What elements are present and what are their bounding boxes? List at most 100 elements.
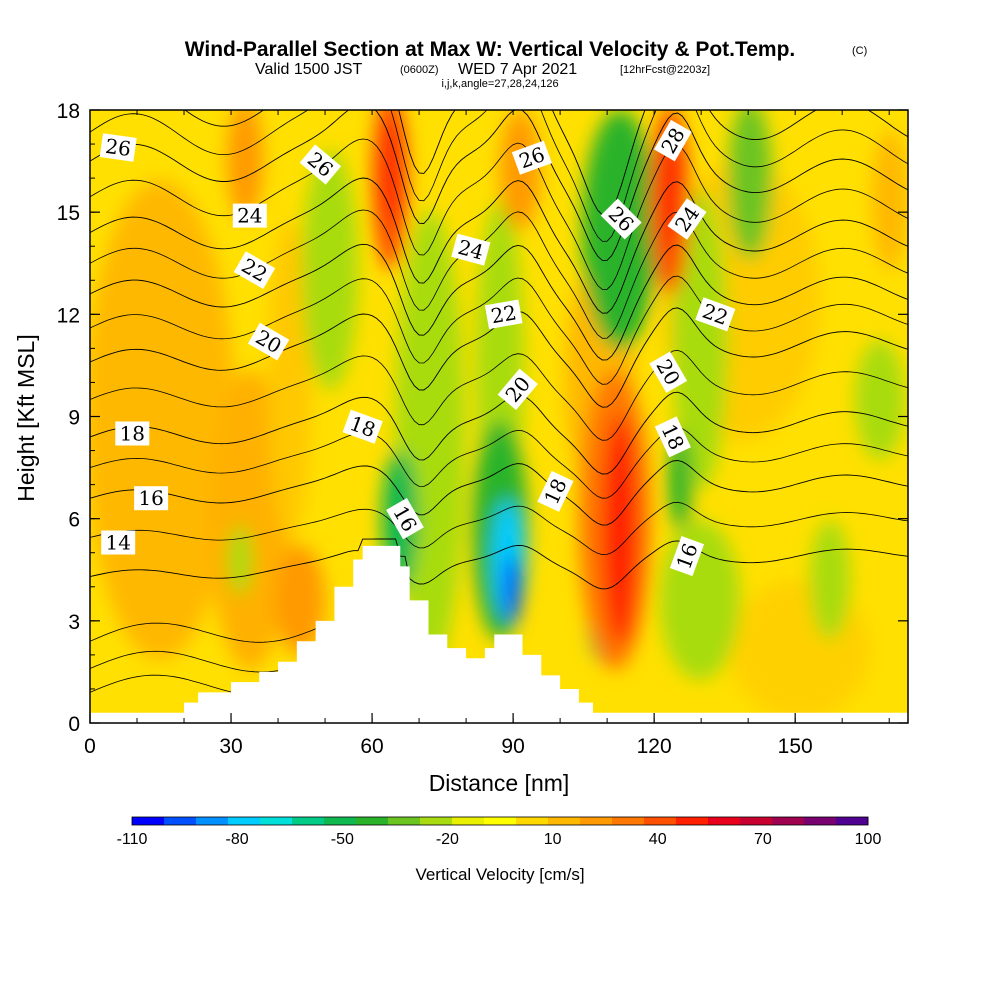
isentrope-line (90, 349, 908, 441)
x-axis-label: Distance [nm] (429, 770, 570, 796)
colorbar: -110 -80 -50 -20 10 40 70 100 (117, 816, 882, 848)
colorbar-swatch (388, 817, 421, 825)
isentrope-line (90, 243, 908, 361)
contour-label-background (299, 144, 342, 185)
contour-label-text: 18 (120, 422, 145, 446)
contour-label-background (654, 119, 692, 162)
x-tick-label: 30 (219, 735, 242, 758)
contour-label-background (667, 198, 707, 240)
x-tick-label: 90 (501, 735, 524, 758)
velocity-region (228, 525, 252, 595)
isentrope-line (90, 177, 908, 314)
colorbar-tick-label: 10 (544, 831, 562, 848)
contour-label-background (669, 536, 705, 577)
colorbar-swatch (708, 817, 741, 825)
velocity-region (810, 520, 850, 640)
contour-label-text: 16 (138, 486, 163, 510)
colorbar-swatch (324, 817, 357, 825)
colorbar-swatch (644, 817, 677, 825)
colorbar-tick-label: -110 (117, 831, 148, 848)
colorbar-swatch (164, 817, 197, 825)
contour-label-background (654, 416, 691, 458)
colorbar-tick-label: 100 (855, 831, 882, 848)
velocity-region (90, 180, 235, 660)
valid-time-prefix: Valid 1500 JST (255, 61, 363, 78)
contour-label: 14 (101, 530, 136, 555)
velocity-field (90, 110, 908, 720)
contour-label: 26 (511, 140, 552, 175)
colorbar-swatch (676, 817, 709, 825)
velocity-region (302, 150, 358, 390)
contour-label-background (386, 497, 424, 540)
colorbar-swatch (292, 817, 325, 825)
colorbar-swatch (260, 817, 293, 825)
y-tick-label: 6 (68, 509, 80, 532)
colorbar-swatch (516, 817, 549, 825)
velocity-region (730, 580, 870, 720)
velocity-region (672, 190, 728, 490)
contour-label: 24 (451, 233, 491, 266)
x-tick-label: 120 (637, 735, 672, 758)
colorbar-frame (131, 816, 869, 826)
forecast-info: [12hrFcst@2203z] (620, 64, 710, 76)
y-tick-label: 9 (68, 407, 80, 430)
colorbar-swatch (804, 817, 837, 825)
colorbar-tick-label: 40 (649, 831, 667, 848)
contour-label-background (451, 233, 491, 266)
contour-label-background (115, 421, 150, 446)
contour-label-background (600, 198, 642, 240)
y-tick-label: 0 (68, 713, 80, 736)
colorbar-tick-label: -50 (331, 831, 354, 848)
x-tick-label: 0 (84, 735, 96, 758)
y-axis-label: Height [Kft MSL] (13, 334, 39, 501)
contour-label-text: 22 (489, 300, 518, 328)
y-tick-label: 3 (68, 611, 80, 634)
colorbar-swatch (228, 817, 261, 825)
isentrope-line (90, 138, 908, 290)
colorbar-title: Vertical Velocity [cm/s] (415, 865, 584, 884)
isentrope-line (90, 275, 908, 385)
contour-label-background (537, 470, 574, 512)
title-copyright-mark: (C) (852, 45, 867, 57)
contour-label: 16 (134, 486, 169, 511)
terrain-mask (90, 545, 908, 723)
colorbar-swatch (356, 817, 389, 825)
contour-label-text: 24 (237, 204, 262, 228)
velocity-region (384, 115, 400, 225)
colorbar-tick-label: -20 (436, 831, 459, 848)
y-axis: 0 3 6 9 12 15 18 (57, 100, 908, 736)
contour-label-background (497, 368, 538, 411)
isentrope-line (90, 426, 908, 499)
contour-label-background (695, 297, 736, 332)
contour-label-text: 26 (104, 134, 133, 161)
colorbar-swatch (836, 817, 869, 825)
colorbar-swatch (580, 817, 613, 825)
contour-label-text: 14 (105, 531, 130, 555)
isentrope-line (90, 391, 908, 475)
x-tick-label: 150 (778, 735, 813, 758)
contour-label-background (649, 351, 688, 393)
colorbar-swatch (612, 817, 645, 825)
isentrope-line (90, 209, 908, 339)
colorbar-swatch (740, 817, 773, 825)
potential-temperature-contours (90, 110, 908, 697)
colorbar-swatch (196, 817, 229, 825)
contour-label: 26 (99, 133, 137, 162)
contour-label-background (232, 203, 267, 228)
velocity-region (504, 555, 520, 625)
valid-date: WED 7 Apr 2021 (458, 61, 577, 78)
contour-label-background (342, 409, 383, 444)
contour-label-background (247, 322, 290, 361)
grid-indices: i,j,k,angle=27,28,24,126 (441, 78, 558, 90)
x-axis: 0 30 60 90 120 150 (84, 110, 890, 758)
contour-label-background (99, 133, 137, 162)
x-tick-label: 60 (360, 735, 383, 758)
isentrope-line (90, 622, 326, 643)
velocity-region (227, 110, 263, 220)
contour-labels: 2624222018161426181624222026182628242220… (99, 119, 736, 577)
y-tick-label: 12 (57, 304, 80, 327)
colorbar-swatch (132, 817, 165, 825)
y-tick-label: 18 (57, 100, 80, 123)
velocity-region (855, 340, 905, 460)
colorbar-tick-label: 70 (754, 831, 772, 848)
